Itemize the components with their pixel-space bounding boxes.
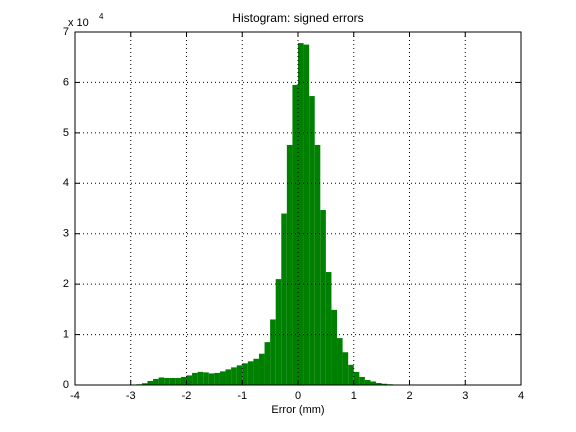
histogram-bar — [348, 364, 354, 385]
histogram-bar — [376, 382, 382, 385]
histogram-bar — [342, 352, 349, 385]
histogram-bar — [370, 381, 377, 385]
histogram-bar — [331, 309, 338, 385]
x-tick-label: -1 — [237, 390, 247, 402]
y-tick-label: 3 — [63, 228, 69, 240]
histogram-bar — [169, 377, 176, 385]
histogram-bar — [192, 372, 198, 385]
histogram-bar — [314, 144, 321, 385]
y-tick-label: 6 — [63, 76, 69, 88]
y-tick-label: 7 — [63, 26, 69, 38]
histogram-bar — [286, 144, 293, 385]
histogram-bar — [359, 376, 365, 385]
histogram-bar — [164, 377, 170, 385]
histogram-bar — [219, 371, 226, 385]
histogram-bar — [309, 96, 315, 386]
y-tick-label: 0 — [63, 379, 69, 391]
histogram-bar — [270, 319, 276, 385]
x-tick-label: 2 — [406, 390, 412, 402]
histogram-bar — [364, 379, 371, 385]
y-tick-label: 4 — [63, 177, 69, 189]
histogram-bar — [147, 380, 154, 385]
histogram-bar — [197, 371, 204, 385]
x-tick-label: 4 — [518, 390, 524, 402]
x-tick-label: -3 — [126, 390, 136, 402]
x-tick-label: -4 — [70, 390, 80, 402]
x-tick-label: 1 — [351, 390, 357, 402]
histogram-bar — [298, 43, 304, 385]
histogram-bar — [253, 358, 259, 385]
y-tick-label: 1 — [63, 328, 69, 340]
x-axis-label: Error (mm) — [271, 404, 324, 416]
histogram-bar — [353, 371, 360, 385]
histogram-bar — [320, 210, 326, 385]
histogram-bar — [175, 377, 181, 385]
chart-title: Histogram: signed errors — [232, 11, 363, 25]
histogram-bar — [242, 363, 248, 385]
histogram-bar — [258, 353, 265, 385]
y-tick-label: 5 — [63, 127, 69, 139]
histogram-bar — [225, 369, 232, 385]
histogram-bar — [231, 367, 237, 385]
histogram-bar — [208, 373, 215, 385]
histogram-bar — [303, 44, 310, 385]
histogram-bar — [247, 361, 254, 385]
histogram-bar — [186, 375, 193, 385]
histogram-bar — [236, 365, 243, 385]
histogram-bar — [281, 213, 287, 385]
histogram-bar — [153, 378, 159, 385]
histogram-bar — [325, 272, 332, 385]
x-tick-label: 0 — [295, 390, 301, 402]
histogram-bar — [264, 342, 271, 385]
y-tick-label: 2 — [63, 278, 69, 290]
y-multiplier-exponent: 4 — [99, 12, 104, 21]
histogram-bar — [275, 279, 282, 385]
histogram-bar — [158, 377, 165, 385]
histogram-bar — [180, 376, 187, 385]
y-multiplier: x 10 — [68, 17, 89, 29]
histogram-bar — [292, 84, 298, 385]
histogram-bar — [203, 372, 209, 385]
histogram-bar — [337, 338, 343, 385]
histogram-bar — [381, 383, 388, 385]
x-tick-label: 3 — [462, 390, 468, 402]
histogram-bar — [141, 383, 148, 385]
x-tick-label: -2 — [182, 390, 192, 402]
plot-frame — [74, 31, 522, 386]
histogram-bar — [214, 372, 220, 385]
